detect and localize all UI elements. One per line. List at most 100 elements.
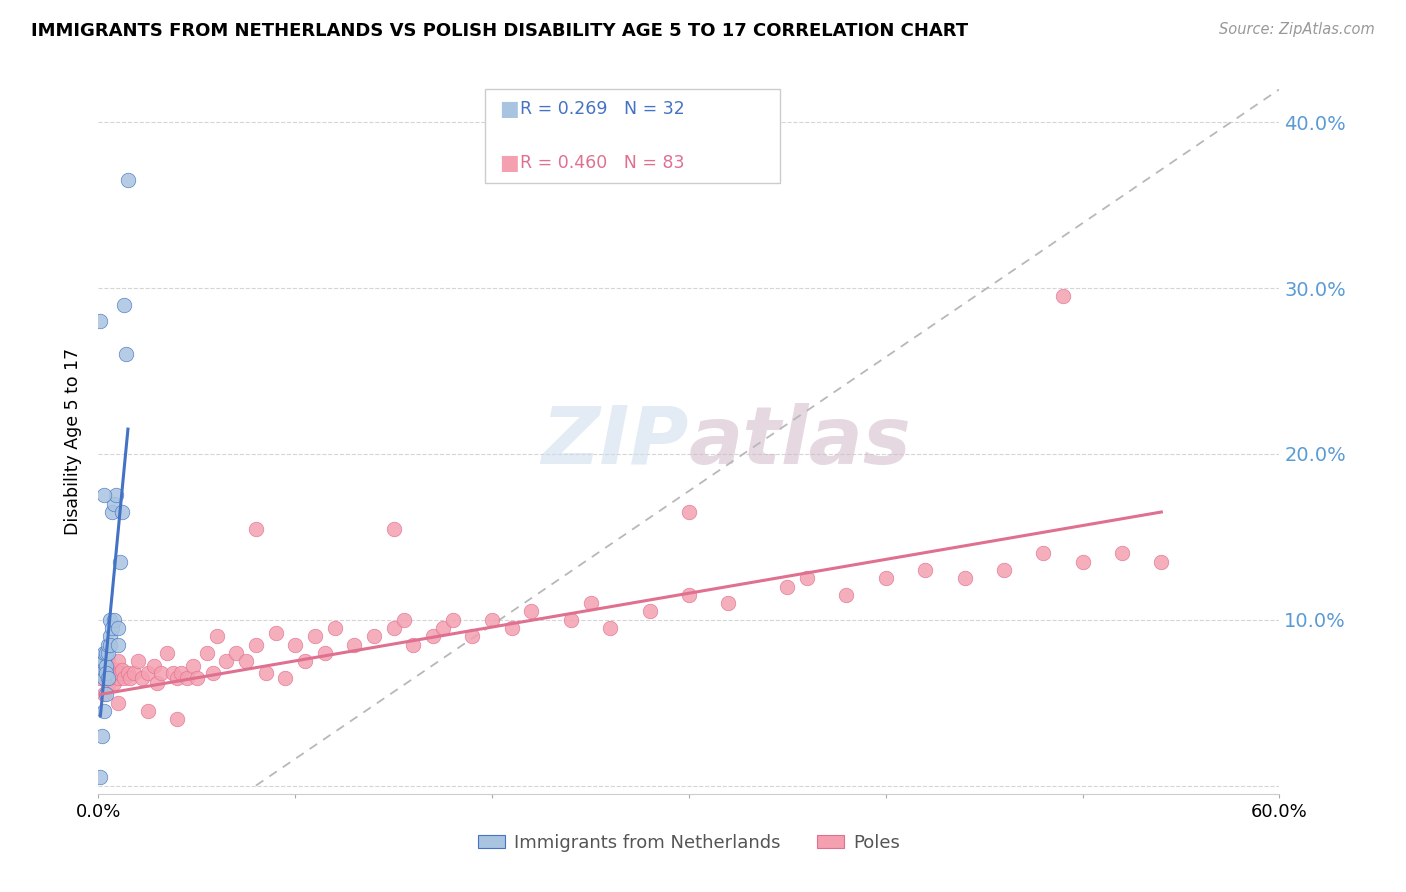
Point: [107, 671, 129, 685]
Point: [142, 659, 165, 673]
Point: [678, 505, 700, 519]
Point: [93, 488, 115, 502]
Point: [520, 605, 543, 619]
Point: [108, 555, 131, 569]
Point: [176, 671, 198, 685]
Point: [1071, 555, 1094, 569]
Point: [98, 613, 121, 627]
Point: [1111, 546, 1133, 560]
Point: [382, 621, 405, 635]
Point: [93, 654, 115, 668]
Point: [422, 629, 444, 643]
Point: [96, 646, 118, 660]
Point: [136, 665, 159, 680]
Text: ■: ■: [499, 153, 519, 173]
Point: [112, 671, 135, 685]
Point: [93, 646, 115, 660]
Point: [105, 663, 128, 677]
Point: [89, 770, 111, 784]
Point: [304, 629, 326, 643]
Point: [97, 679, 120, 693]
Point: [402, 638, 425, 652]
Point: [98, 671, 121, 685]
Point: [264, 626, 287, 640]
Point: [107, 696, 129, 710]
Legend: Immigrants from Netherlands, Poles: Immigrants from Netherlands, Poles: [471, 826, 907, 859]
Text: R = 0.460   N = 83: R = 0.460 N = 83: [520, 154, 685, 172]
Point: [284, 638, 307, 652]
Point: [560, 613, 582, 627]
Text: IMMIGRANTS FROM NETHERLANDS VS POLISH DISABILITY AGE 5 TO 17 CORRELATION CHART: IMMIGRANTS FROM NETHERLANDS VS POLISH DI…: [31, 22, 969, 40]
Point: [96, 687, 118, 701]
Point: [162, 665, 184, 680]
Text: Source: ZipAtlas.com: Source: ZipAtlas.com: [1219, 22, 1375, 37]
Point: [170, 665, 193, 680]
Point: [274, 671, 297, 685]
Point: [111, 505, 134, 519]
Point: [101, 665, 124, 680]
Text: ■: ■: [499, 99, 519, 119]
Point: [195, 646, 218, 660]
Point: [96, 671, 118, 685]
Point: [97, 646, 120, 660]
Point: [245, 522, 267, 536]
Point: [115, 347, 138, 361]
Point: [98, 638, 121, 652]
Point: [235, 654, 257, 668]
Point: [1052, 289, 1074, 303]
Point: [103, 675, 125, 690]
Point: [150, 665, 173, 680]
Point: [112, 298, 135, 312]
Point: [254, 665, 277, 680]
Point: [314, 646, 336, 660]
Point: [225, 646, 247, 660]
Point: [363, 629, 385, 643]
Point: [91, 729, 114, 743]
Point: [501, 621, 523, 635]
Point: [101, 505, 124, 519]
Point: [201, 665, 224, 680]
Point: [96, 659, 118, 673]
Point: [461, 629, 484, 643]
Text: R = 0.269   N = 32: R = 0.269 N = 32: [520, 100, 685, 118]
Point: [103, 497, 125, 511]
Point: [1032, 546, 1054, 560]
Point: [91, 665, 114, 680]
Point: [97, 654, 120, 668]
Point: [96, 665, 118, 680]
Text: ZIP: ZIP: [541, 402, 689, 481]
Point: [111, 663, 134, 677]
Point: [481, 613, 503, 627]
Point: [97, 638, 120, 652]
Point: [93, 687, 115, 701]
Point: [382, 522, 405, 536]
Point: [146, 675, 169, 690]
Point: [89, 671, 111, 685]
Point: [323, 621, 346, 635]
Point: [294, 654, 316, 668]
Point: [136, 704, 159, 718]
Point: [108, 665, 131, 680]
Point: [122, 665, 145, 680]
Point: [101, 621, 124, 635]
Point: [131, 671, 153, 685]
Point: [875, 571, 897, 585]
Point: [166, 712, 188, 726]
Point: [118, 671, 141, 685]
Point: [105, 488, 128, 502]
Point: [432, 621, 454, 635]
Point: [181, 659, 204, 673]
Point: [186, 671, 208, 685]
Point: [638, 605, 661, 619]
Point: [953, 571, 976, 585]
Point: [205, 629, 228, 643]
Point: [117, 665, 139, 680]
Point: [835, 588, 858, 602]
Point: [599, 621, 621, 635]
Point: [215, 654, 238, 668]
Text: atlas: atlas: [689, 402, 911, 481]
Point: [93, 704, 115, 718]
Point: [717, 596, 740, 610]
Point: [93, 671, 115, 685]
Point: [98, 629, 121, 643]
